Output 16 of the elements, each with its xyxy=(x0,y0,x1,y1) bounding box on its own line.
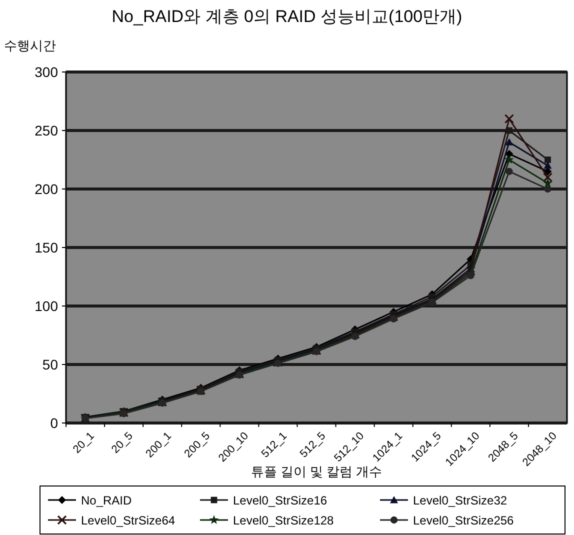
y-tick-label: 300 xyxy=(34,64,58,80)
y-tick-label: 250 xyxy=(34,122,58,138)
legend-label: Level0_StrSize128 xyxy=(233,514,334,528)
legend-label: Level0_StrSize32 xyxy=(413,494,508,508)
y-axis-title: 수행시간 xyxy=(4,38,56,53)
y-tick-label: 50 xyxy=(42,356,58,372)
legend-label: Level0_StrSize64 xyxy=(81,514,176,528)
y-tick-label: 150 xyxy=(34,240,58,256)
legend-label: Level0_StrSize16 xyxy=(233,494,328,508)
y-tick-label: 0 xyxy=(50,415,58,431)
y-tick-label: 100 xyxy=(34,298,58,314)
legend-label: No_RAID xyxy=(81,494,132,508)
legend-label: Level0_StrSize256 xyxy=(413,514,514,528)
chart-title: No_RAID와 계층 0의 RAID 성능비교(100만개) xyxy=(112,7,462,26)
y-tick-label: 200 xyxy=(34,181,58,197)
x-axis-title: 튜플 길이 및 칼럼 개수 xyxy=(250,464,382,479)
